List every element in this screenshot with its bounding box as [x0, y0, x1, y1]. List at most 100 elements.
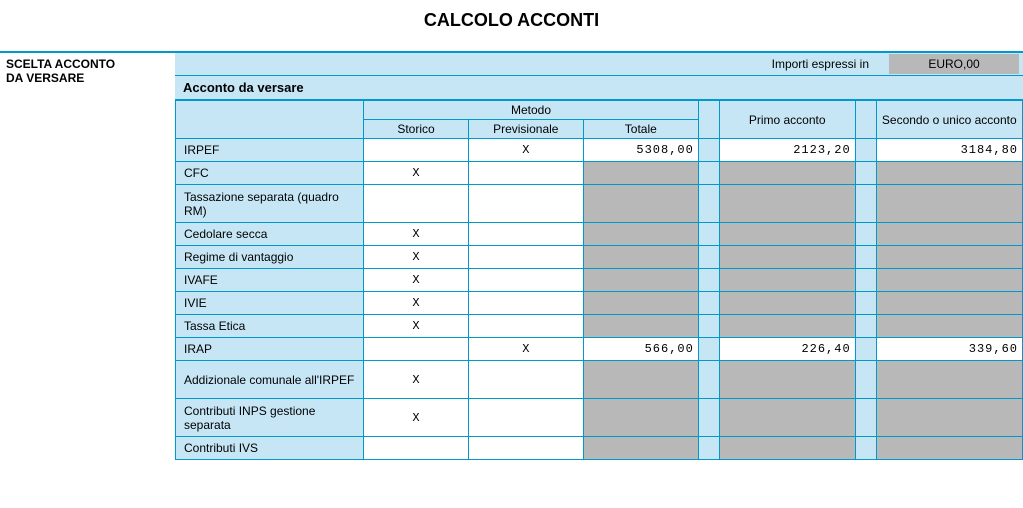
cell-secondo — [876, 269, 1022, 292]
cell-secondo — [876, 315, 1022, 338]
cell-primo: 2123,20 — [719, 139, 855, 162]
cell-previsionale: X — [468, 338, 583, 361]
right-content: Importi espressi in EURO,00 Acconto da v… — [175, 53, 1023, 460]
gap-cell — [855, 139, 876, 162]
row-label: CFC — [176, 162, 364, 185]
cell-previsionale — [468, 399, 583, 437]
cell-totale — [583, 399, 698, 437]
gap-cell — [855, 185, 876, 223]
cell-primo — [719, 162, 855, 185]
cell-totale — [583, 269, 698, 292]
table-row: Regime di vantaggioX — [176, 246, 1023, 269]
cell-primo — [719, 437, 855, 460]
cell-primo — [719, 361, 855, 399]
gap-cell — [855, 162, 876, 185]
row-label: IVIE — [176, 292, 364, 315]
cell-primo — [719, 246, 855, 269]
currency-label: Importi espressi in — [772, 57, 889, 71]
cell-storico: X — [364, 162, 469, 185]
cell-primo — [719, 292, 855, 315]
cell-secondo — [876, 223, 1022, 246]
cell-previsionale — [468, 185, 583, 223]
table-row: IRPEFX5308,002123,203184,80 — [176, 139, 1023, 162]
cell-previsionale — [468, 246, 583, 269]
cell-primo — [719, 315, 855, 338]
row-label: Contributi IVS — [176, 437, 364, 460]
cell-totale — [583, 185, 698, 223]
table-row: CFCX — [176, 162, 1023, 185]
gap-cell — [698, 162, 719, 185]
table-row: IVAFEX — [176, 269, 1023, 292]
left-header-line1: SCELTA ACCONTO — [6, 57, 169, 71]
cell-secondo — [876, 361, 1022, 399]
row-label: IRPEF — [176, 139, 364, 162]
cell-storico: X — [364, 315, 469, 338]
cell-primo: 226,40 — [719, 338, 855, 361]
header-totale: Totale — [583, 120, 698, 139]
section-title: Acconto da versare — [175, 75, 1023, 100]
cell-totale — [583, 361, 698, 399]
gap-cell — [855, 361, 876, 399]
currency-value: EURO,00 — [889, 54, 1019, 74]
gap-cell — [698, 269, 719, 292]
cell-storico: X — [364, 292, 469, 315]
cell-previsionale: X — [468, 139, 583, 162]
table-row: Contributi IVS — [176, 437, 1023, 460]
header-primo: Primo acconto — [719, 101, 855, 139]
cell-storico: X — [364, 246, 469, 269]
header-gap1 — [698, 101, 719, 139]
cell-storico — [364, 185, 469, 223]
cell-totale — [583, 223, 698, 246]
cell-storico — [364, 437, 469, 460]
cell-totale — [583, 162, 698, 185]
cell-totale — [583, 292, 698, 315]
cell-totale — [583, 246, 698, 269]
cell-storico — [364, 139, 469, 162]
gap-cell — [855, 399, 876, 437]
cell-totale: 5308,00 — [583, 139, 698, 162]
row-label: IRAP — [176, 338, 364, 361]
page-title: CALCOLO ACCONTI — [0, 0, 1023, 51]
cell-storico: X — [364, 269, 469, 292]
row-label: Regime di vantaggio — [176, 246, 364, 269]
cell-previsionale — [468, 162, 583, 185]
currency-row: Importi espressi in EURO,00 — [175, 53, 1023, 75]
cell-previsionale — [468, 437, 583, 460]
table-row: IRAPX566,00226,40339,60 — [176, 338, 1023, 361]
table-row: Cedolare seccaX — [176, 223, 1023, 246]
cell-storico — [364, 338, 469, 361]
row-label: Contributi INPS gestione separata — [176, 399, 364, 437]
gap-cell — [698, 315, 719, 338]
cell-storico: X — [364, 399, 469, 437]
cell-secondo — [876, 292, 1022, 315]
cell-previsionale — [468, 361, 583, 399]
gap-cell — [698, 399, 719, 437]
gap-cell — [698, 246, 719, 269]
header-metodo: Metodo — [364, 101, 699, 120]
cell-totale — [583, 315, 698, 338]
gap-cell — [698, 139, 719, 162]
row-label: Cedolare secca — [176, 223, 364, 246]
table-row: Tassazione separata (quadro RM) — [176, 185, 1023, 223]
gap-cell — [698, 223, 719, 246]
header-previsionale: Previsionale — [468, 120, 583, 139]
gap-cell — [855, 292, 876, 315]
gap-cell — [855, 338, 876, 361]
header-gap2 — [855, 101, 876, 139]
gap-cell — [698, 338, 719, 361]
cell-secondo — [876, 246, 1022, 269]
gap-cell — [855, 246, 876, 269]
cell-storico: X — [364, 361, 469, 399]
cell-storico: X — [364, 223, 469, 246]
row-label: IVAFE — [176, 269, 364, 292]
main-container: SCELTA ACCONTO DA VERSARE Importi espres… — [0, 51, 1023, 460]
gap-cell — [698, 185, 719, 223]
table-row: Tassa EticaX — [176, 315, 1023, 338]
table-row: Contributi INPS gestione separataX — [176, 399, 1023, 437]
header-secondo: Secondo o unico acconto — [876, 101, 1022, 139]
cell-secondo — [876, 162, 1022, 185]
cell-previsionale — [468, 223, 583, 246]
row-label: Addizionale comunale all'IRPEF — [176, 361, 364, 399]
gap-cell — [855, 315, 876, 338]
cell-primo — [719, 185, 855, 223]
